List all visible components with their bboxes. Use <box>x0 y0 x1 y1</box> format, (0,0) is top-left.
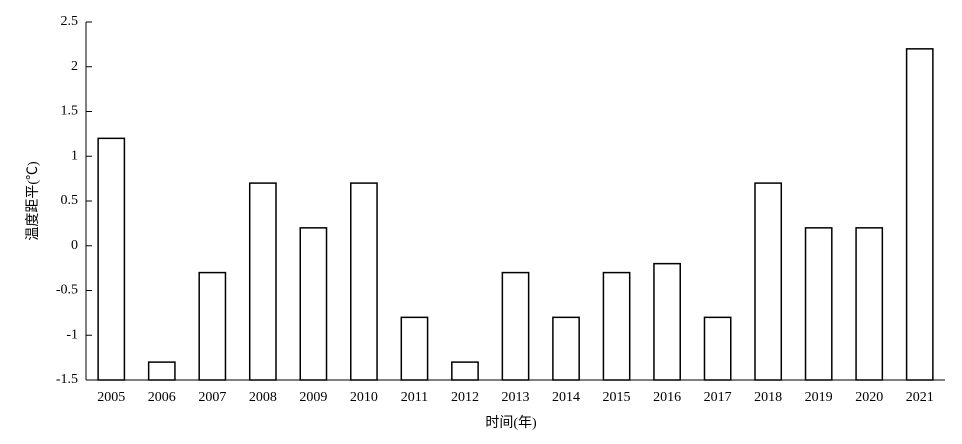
bar <box>905 48 934 381</box>
x-tick-label: 2006 <box>148 390 176 405</box>
y-tick-label: -1 <box>66 327 78 342</box>
y-tick-label: 1.5 <box>61 104 79 119</box>
bar <box>198 271 227 381</box>
bar <box>400 316 429 381</box>
x-tick-label: 2011 <box>401 390 428 405</box>
bar <box>855 227 884 381</box>
bar <box>552 316 580 381</box>
bar <box>703 316 732 381</box>
bar <box>248 182 277 381</box>
bar <box>804 227 833 381</box>
bar <box>754 182 783 381</box>
x-tick-label: 2008 <box>249 390 277 405</box>
x-tick-label: 2010 <box>350 390 378 405</box>
x-tick-label: 2005 <box>97 390 125 405</box>
x-tick-label: 2016 <box>653 390 681 405</box>
y-tick-label: 2.5 <box>61 14 79 29</box>
x-axis-label: 时间(年) <box>485 415 537 431</box>
x-tick-label: 2020 <box>855 390 883 405</box>
bar <box>501 271 530 381</box>
bar <box>602 271 631 381</box>
bar <box>451 361 479 381</box>
bar <box>299 227 328 381</box>
x-tick-label: 2017 <box>704 390 732 405</box>
bar <box>147 361 176 381</box>
y-tick-label: 0.5 <box>61 193 79 208</box>
bar <box>653 262 681 381</box>
y-axis-label: 温度距平(℃) <box>25 161 41 241</box>
y-tick-label: -1.5 <box>56 372 78 387</box>
bar <box>350 182 378 381</box>
x-tick-label: 2013 <box>502 390 530 405</box>
bar <box>97 137 126 381</box>
x-tick-label: 2015 <box>603 390 631 405</box>
x-tick-label: 2019 <box>805 390 833 405</box>
y-tick-label: -0.5 <box>56 283 78 298</box>
x-tick-label: 2012 <box>451 390 479 405</box>
y-tick-label: 2 <box>71 59 78 74</box>
x-tick-label: 2014 <box>552 390 580 405</box>
x-tick-label: 2018 <box>754 390 782 405</box>
x-tick-label: 2021 <box>906 390 934 405</box>
x-tick-label: 2009 <box>299 390 327 405</box>
y-tick-label: 0 <box>71 238 78 253</box>
x-tick-label: 2007 <box>198 390 226 405</box>
y-tick-label: 1 <box>71 148 78 163</box>
